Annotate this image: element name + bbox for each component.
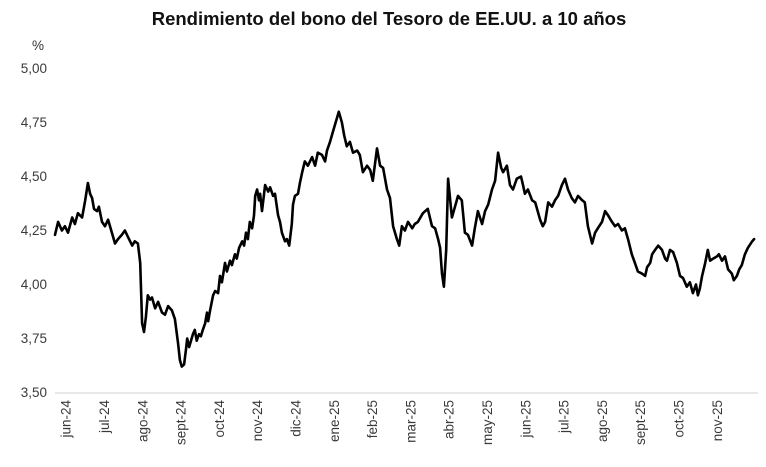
x-axis-tick-label: ene-25 [327,400,342,442]
x-axis-tick-label: feb-25 [365,400,380,438]
y-axis-tick-label: 5,00 [21,61,47,76]
x-axis-tick-label: jun-24 [59,400,74,439]
x-axis-tick-label: nov-24 [250,400,265,442]
x-axis-tick-labels: jun-24 jul-24 ago-24 sept-24 oct-24 nov-24 dic… [59,400,725,446]
x-axis-tick-label: jun-25 [518,400,533,439]
yield-line-series [53,110,756,368]
x-axis-tick-label: oct-25 [672,400,687,438]
y-axis-tick-labels: 5,00 4,75 4,50 4,25 4,00 3,75 3,50 [21,61,47,400]
x-axis-tick-label: jul-25 [557,400,572,434]
x-axis-tick-label: mar-25 [403,400,418,443]
chart-title: Rendimiento del bono del Tesoro de EE.UU… [152,8,627,29]
y-axis-tick-label: 3,50 [21,385,47,400]
x-axis-tick-label: sept-24 [174,400,189,446]
y-axis-tick-label: 4,50 [21,169,47,184]
x-axis-tick-label: ago-25 [595,400,610,442]
y-axis-tick-label: 3,75 [21,331,47,346]
y-axis-tick-label: 4,25 [21,223,47,238]
y-axis-unit-label: % [32,38,44,53]
x-axis-tick-label: dic-24 [289,400,304,437]
y-axis-tick-label: 4,00 [21,277,47,292]
x-axis-tick-label: jul-24 [97,400,112,435]
x-axis-tick-label: sept-25 [633,400,648,445]
x-axis-tick-label: abr-25 [442,400,457,439]
x-axis-tick-label: may-25 [480,400,495,445]
x-axis-tick-label: oct-24 [212,400,227,438]
x-axis-tick-label: nov-25 [710,400,725,441]
x-axis-tick-label: ago-24 [135,400,150,443]
y-axis-tick-label: 4,75 [21,115,47,130]
